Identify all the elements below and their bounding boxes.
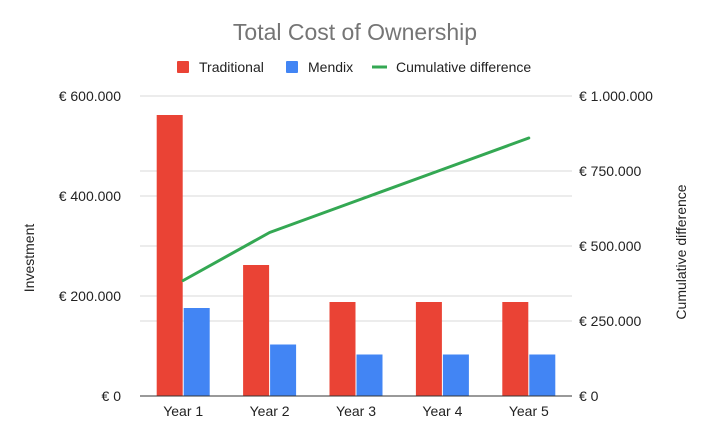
line-series [183, 138, 529, 281]
y-right-axis-title: Cumulative difference [673, 184, 689, 319]
bar-mendix-year-5[interactable] [529, 355, 555, 397]
legend-item-traditional[interactable]: Traditional [177, 59, 264, 75]
legend-label-mendix: Mendix [308, 59, 353, 75]
right-axis-ticks: € 0 € 250.000 € 500.000 € 750.000 € 1.000.00… [579, 88, 653, 404]
y-left-tick-label: € 200.000 [59, 288, 121, 304]
x-tick-label-year-2: Year 2 [250, 403, 290, 419]
y-left-tick-label: € 400.000 [59, 188, 121, 204]
bar-traditional-year-2[interactable] [243, 265, 269, 396]
bar-mendix-year-3[interactable] [357, 355, 383, 397]
y-right-tick-label: € 750.000 [579, 163, 641, 179]
y-right-tick-label: € 500.000 [579, 238, 641, 254]
bar-series [157, 115, 556, 396]
y-right-tick-label: € 1.000.000 [579, 88, 653, 104]
bar-traditional-year-4[interactable] [416, 302, 442, 396]
bar-mendix-year-2[interactable] [270, 345, 296, 397]
bar-traditional-year-5[interactable] [502, 302, 528, 396]
y-left-tick-label: € 0 [102, 388, 122, 404]
bar-mendix-year-4[interactable] [443, 355, 469, 397]
bar-traditional-year-3[interactable] [330, 302, 356, 396]
bar-traditional-year-1[interactable] [157, 115, 183, 396]
legend-swatch-traditional [177, 61, 189, 73]
gridlines [140, 96, 572, 321]
legend: Traditional Mendix Cumulative difference [177, 59, 531, 75]
x-axis-ticks: Year 1 Year 2 Year 3 Year 4 Year 5 [163, 403, 549, 419]
legend-label-cumulative-difference: Cumulative difference [396, 59, 531, 75]
x-tick-label-year-1: Year 1 [163, 403, 203, 419]
chart-svg: Total Cost of Ownership Traditional Mend… [0, 0, 710, 437]
x-tick-label-year-5: Year 5 [509, 403, 549, 419]
y-right-tick-label: € 250.000 [579, 313, 641, 329]
legend-item-cumulative-difference[interactable]: Cumulative difference [372, 59, 531, 75]
y-left-tick-label: € 600.000 [59, 88, 121, 104]
x-tick-label-year-3: Year 3 [336, 403, 376, 419]
left-axis-ticks: € 0 € 200.000 € 400.000 € 600.000 [59, 88, 122, 404]
chart-title: Total Cost of Ownership [233, 19, 477, 45]
line-cumulative-difference[interactable] [183, 138, 529, 281]
bar-mendix-year-1[interactable] [184, 308, 210, 396]
legend-item-mendix[interactable]: Mendix [286, 59, 353, 75]
y-left-axis-title: Investment [21, 224, 37, 293]
y-right-tick-label: € 0 [579, 388, 599, 404]
chart-container: Total Cost of Ownership Traditional Mend… [0, 0, 710, 437]
legend-swatch-mendix [286, 61, 298, 73]
x-tick-label-year-4: Year 4 [422, 403, 462, 419]
legend-label-traditional: Traditional [199, 59, 264, 75]
